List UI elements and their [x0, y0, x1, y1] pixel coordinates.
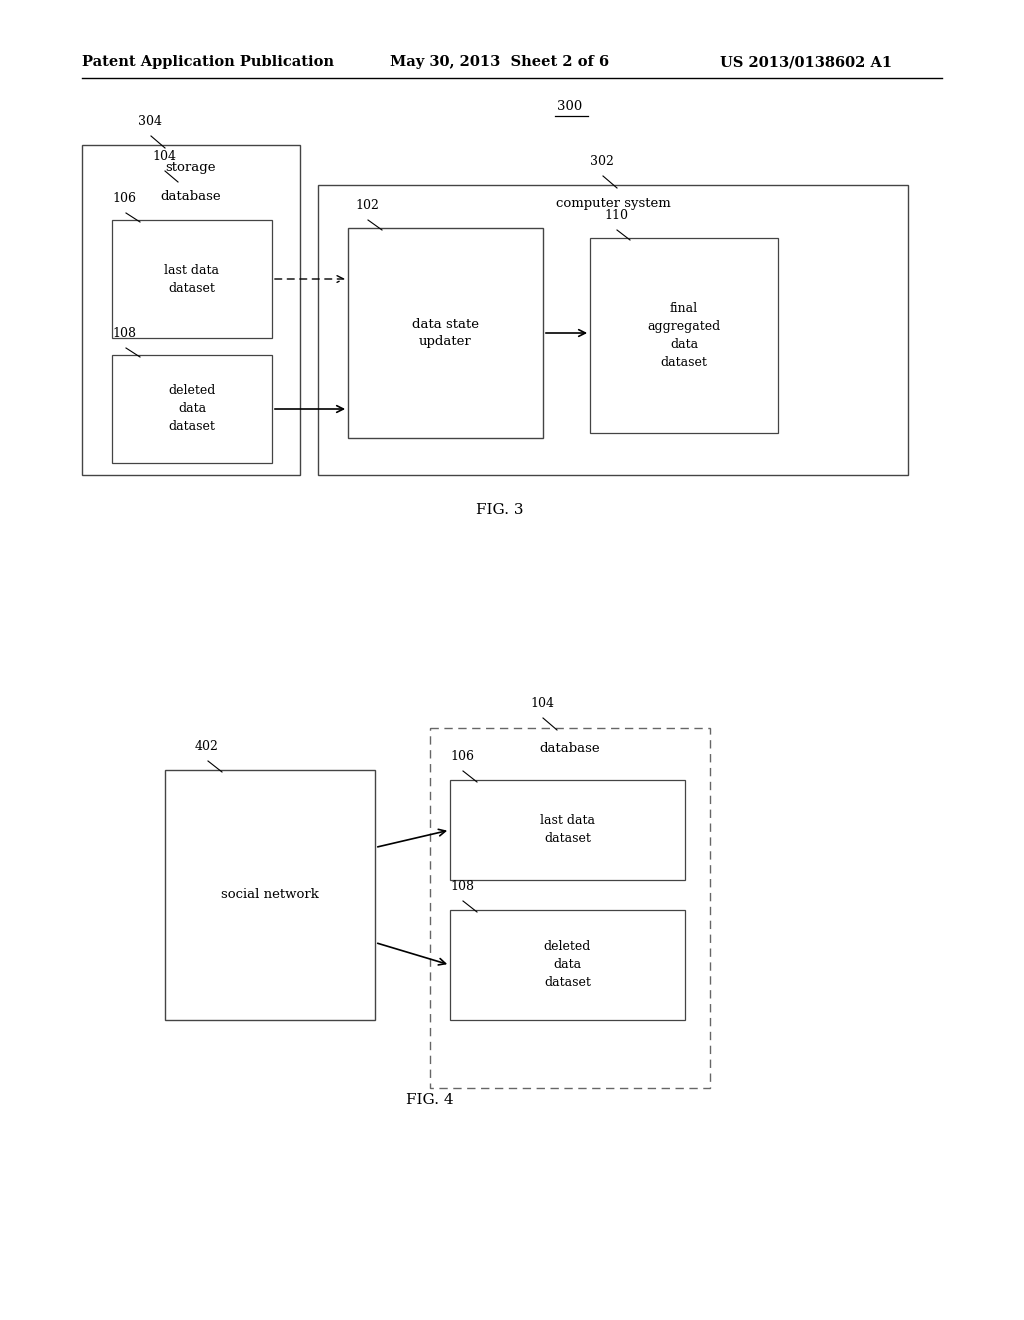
Text: 402: 402	[195, 741, 219, 752]
Text: deleted
data
dataset: deleted data dataset	[544, 940, 591, 990]
Text: database: database	[540, 742, 600, 755]
Text: database: database	[161, 190, 221, 202]
Text: last data
dataset: last data dataset	[165, 264, 219, 294]
Bar	[430, 729, 710, 1088]
Bar	[348, 228, 543, 438]
Bar	[112, 220, 272, 338]
Bar	[450, 909, 685, 1020]
Text: FIG. 4: FIG. 4	[407, 1093, 454, 1107]
Text: Patent Application Publication: Patent Application Publication	[82, 55, 334, 69]
Text: storage: storage	[166, 161, 216, 173]
Text: deleted
data
dataset: deleted data dataset	[168, 384, 216, 433]
Bar	[590, 238, 778, 433]
Text: 304: 304	[138, 115, 162, 128]
Bar	[97, 178, 285, 473]
Text: 110: 110	[604, 209, 628, 222]
Text: 108: 108	[112, 327, 136, 341]
Text: last data
dataset: last data dataset	[540, 814, 595, 846]
Text: 104: 104	[152, 150, 176, 162]
Text: 302: 302	[590, 154, 613, 168]
Bar	[165, 770, 375, 1020]
Text: US 2013/0138602 A1: US 2013/0138602 A1	[720, 55, 892, 69]
Bar	[82, 145, 300, 475]
Text: 300: 300	[557, 100, 583, 114]
Text: data state
updater: data state updater	[412, 318, 479, 348]
Bar	[318, 185, 908, 475]
Text: final
aggregated
data
dataset: final aggregated data dataset	[647, 302, 721, 370]
Bar	[112, 355, 272, 463]
Text: 102: 102	[355, 199, 379, 213]
Text: computer system: computer system	[556, 197, 671, 210]
Text: 106: 106	[450, 750, 474, 763]
Text: FIG. 3: FIG. 3	[476, 503, 523, 517]
Text: May 30, 2013  Sheet 2 of 6: May 30, 2013 Sheet 2 of 6	[390, 55, 609, 69]
Text: 104: 104	[530, 697, 554, 710]
Text: 108: 108	[450, 880, 474, 894]
Text: social network: social network	[221, 888, 318, 902]
Text: 106: 106	[112, 191, 136, 205]
Bar	[450, 780, 685, 880]
